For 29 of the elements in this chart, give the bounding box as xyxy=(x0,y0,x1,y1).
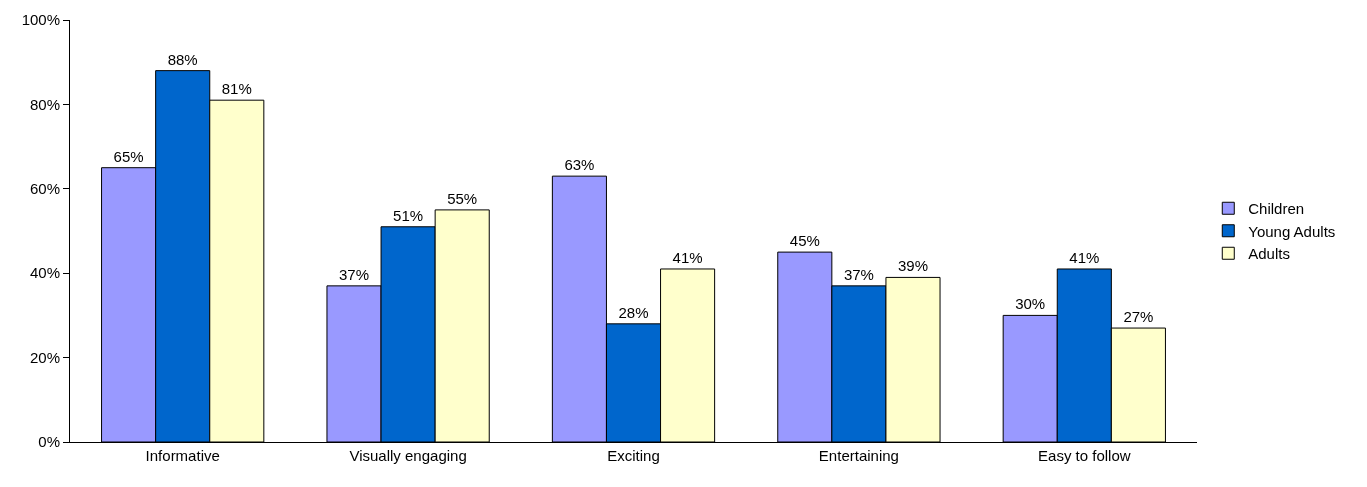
data-label: 30% xyxy=(1015,295,1046,313)
data-label: 51% xyxy=(393,206,424,224)
y-tick-label: 0% xyxy=(38,433,60,451)
x-tick-label: Informative xyxy=(145,447,220,464)
y-tick-label: 60% xyxy=(29,180,60,198)
x-tick-label: Easy to follow xyxy=(1038,447,1131,464)
data-label: 37% xyxy=(338,265,370,283)
x-tick-label: Visually engaging xyxy=(349,447,467,464)
x-tick-label: Entertaining xyxy=(818,447,899,464)
data-label: 81% xyxy=(221,80,252,98)
data-label: 28% xyxy=(618,303,649,321)
y-tick-label: 40% xyxy=(29,264,60,282)
legend-label: Children xyxy=(1248,200,1305,218)
y-tick-label: 20% xyxy=(29,348,60,366)
y-tick-label: 80% xyxy=(29,95,60,113)
data-label: 41% xyxy=(1069,248,1100,266)
x-tick-label: Exciting xyxy=(607,447,660,464)
data-label: 88% xyxy=(167,50,198,68)
data-label: 45% xyxy=(789,232,820,250)
legend-label: Adults xyxy=(1248,245,1290,263)
data-label: 55% xyxy=(447,189,478,207)
data-label: 39% xyxy=(897,257,929,275)
data-label: 65% xyxy=(113,147,144,165)
legend-label: Young Adults xyxy=(1248,222,1336,240)
data-label: 27% xyxy=(1123,308,1154,326)
data-label: 41% xyxy=(672,248,703,266)
data-label: 63% xyxy=(564,156,595,174)
y-tick-label: 100% xyxy=(21,11,60,29)
data-label: 37% xyxy=(843,265,874,283)
